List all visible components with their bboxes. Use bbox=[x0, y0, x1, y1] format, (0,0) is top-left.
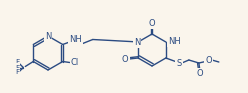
Text: F: F bbox=[15, 65, 19, 70]
Text: F: F bbox=[15, 60, 19, 65]
Text: O: O bbox=[206, 56, 212, 65]
Text: S: S bbox=[176, 58, 182, 68]
Text: O: O bbox=[122, 54, 128, 64]
Text: N: N bbox=[45, 32, 51, 40]
Text: O: O bbox=[197, 69, 203, 78]
Text: NH: NH bbox=[69, 35, 82, 44]
Text: Cl: Cl bbox=[71, 58, 79, 67]
Text: NH: NH bbox=[168, 36, 181, 45]
Text: O: O bbox=[149, 19, 155, 28]
Text: N: N bbox=[134, 37, 140, 46]
Text: F: F bbox=[15, 69, 19, 76]
